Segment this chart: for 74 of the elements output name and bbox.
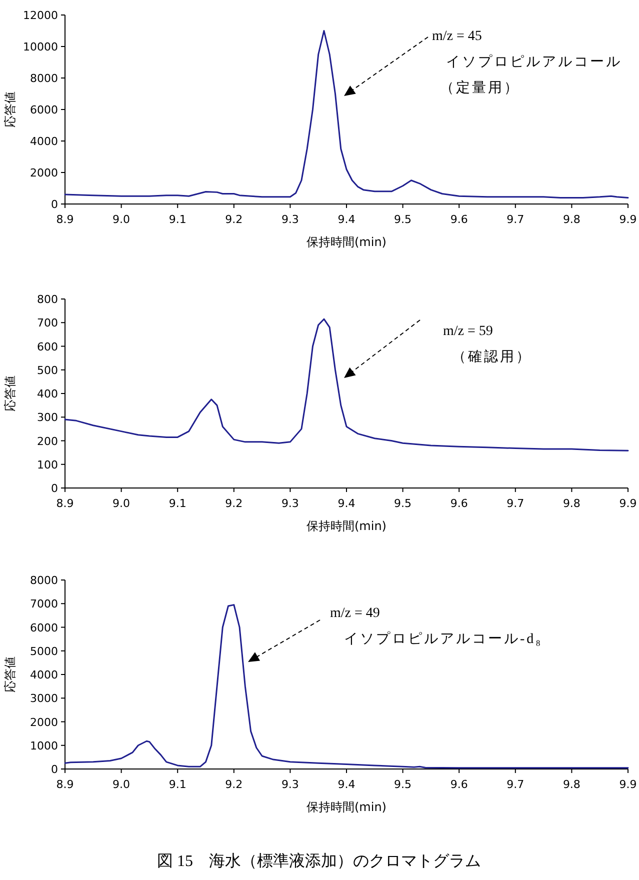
x-tick-label: 9.8 (562, 213, 580, 226)
y-tick-label: 6000 (30, 104, 58, 116)
x-tick-label: 8.9 (56, 213, 74, 226)
annotation: （定量用） (440, 80, 520, 96)
y-tick-label: 7000 (30, 598, 58, 611)
x-tick-label: 9.6 (450, 213, 468, 226)
annotation: イソプロピルアルコール-d₈ (344, 631, 543, 647)
y-tick-label: 500 (37, 364, 58, 377)
line-series (64, 318, 629, 452)
x-tick-label: 9.3 (281, 778, 299, 791)
x-tick-label: 9.4 (338, 213, 356, 226)
y-tick-label: 0 (51, 482, 58, 495)
x-tick-label: 9.3 (281, 213, 299, 226)
x-tick-label: 9.9 (619, 213, 637, 226)
y-tick-label: 3000 (30, 692, 58, 706)
x-tick-label: 9.4 (338, 497, 356, 510)
y-tick-label: 600 (37, 340, 58, 354)
x-tick-label: 9.1 (168, 778, 186, 791)
y-tick-label: 0 (51, 198, 58, 211)
x-tick-label: 8.9 (56, 497, 74, 510)
x-axis-title: 保持時間(min) (306, 235, 386, 249)
x-tick-label: 9.7 (506, 778, 524, 791)
x-tick-label: 9.7 (506, 497, 524, 510)
y-tick-label: 4000 (30, 668, 58, 682)
x-tick-label: 9.5 (394, 213, 412, 226)
annotation: m/z = 49 (330, 606, 380, 621)
x-tick-label: 9.2 (225, 213, 243, 226)
x-tick-label: 9.0 (112, 778, 130, 791)
x-tick-label: 9.1 (168, 497, 186, 510)
x-tick-label: 9.6 (450, 497, 468, 510)
x-axis-title: 保持時間(min) (306, 519, 386, 533)
x-axis-title: 保持時間(min) (306, 800, 386, 814)
x-tick-label: 8.9 (56, 778, 74, 791)
y-tick-label: 8000 (30, 72, 58, 85)
annotation: （確認用） (452, 349, 532, 365)
x-tick-label: 9.6 (450, 778, 468, 791)
annotation: イソプロピルアルコール (446, 54, 622, 70)
y-axis-title: 応答値 (3, 376, 17, 412)
y-tick-label: 4000 (30, 135, 58, 148)
x-tick-label: 9.2 (225, 497, 243, 510)
line-series (64, 30, 629, 198)
y-tick-label: 400 (37, 388, 58, 400)
x-tick-label: 9.7 (506, 213, 524, 226)
y-tick-label: 5000 (30, 644, 58, 658)
y-tick-label: 0 (51, 763, 58, 776)
y-tick-label: 100 (37, 458, 58, 472)
x-tick-label: 9.0 (112, 213, 130, 226)
x-tick-label: 9.8 (562, 778, 580, 791)
x-tick-label: 9.3 (281, 497, 299, 510)
y-tick-label: 10000 (23, 40, 58, 54)
x-tick-label: 9.5 (394, 497, 412, 510)
x-tick-label: 9.9 (619, 497, 637, 510)
y-tick-label: 2000 (30, 166, 58, 180)
x-tick-label: 9.2 (225, 778, 243, 791)
x-tick-label: 9.4 (338, 778, 356, 791)
x-tick-label: 9.1 (168, 213, 186, 226)
y-tick-label: 8000 (30, 574, 58, 587)
y-tick-label: 2000 (30, 716, 58, 729)
x-tick-label: 9.9 (619, 778, 637, 791)
x-tick-label: 9.0 (112, 497, 130, 510)
y-axis-title: 応答値 (3, 656, 17, 692)
y-tick-label: 700 (37, 316, 58, 330)
x-tick-label: 9.8 (562, 497, 580, 510)
caption: 図 15 海水（標準液添加）のクロマトグラム (157, 852, 481, 870)
y-axis-title: 応答値 (3, 92, 17, 128)
y-tick-label: 6000 (30, 621, 58, 634)
y-tick-label: 12000 (23, 9, 58, 22)
annotation: m/z = 45 (432, 29, 482, 44)
y-tick-label: 800 (37, 293, 58, 306)
y-tick-label: 1000 (30, 739, 58, 752)
annotation: m/z = 59 (443, 324, 493, 339)
x-tick-label: 9.5 (394, 778, 412, 791)
y-tick-label: 200 (37, 434, 58, 448)
y-tick-label: 300 (37, 411, 58, 424)
